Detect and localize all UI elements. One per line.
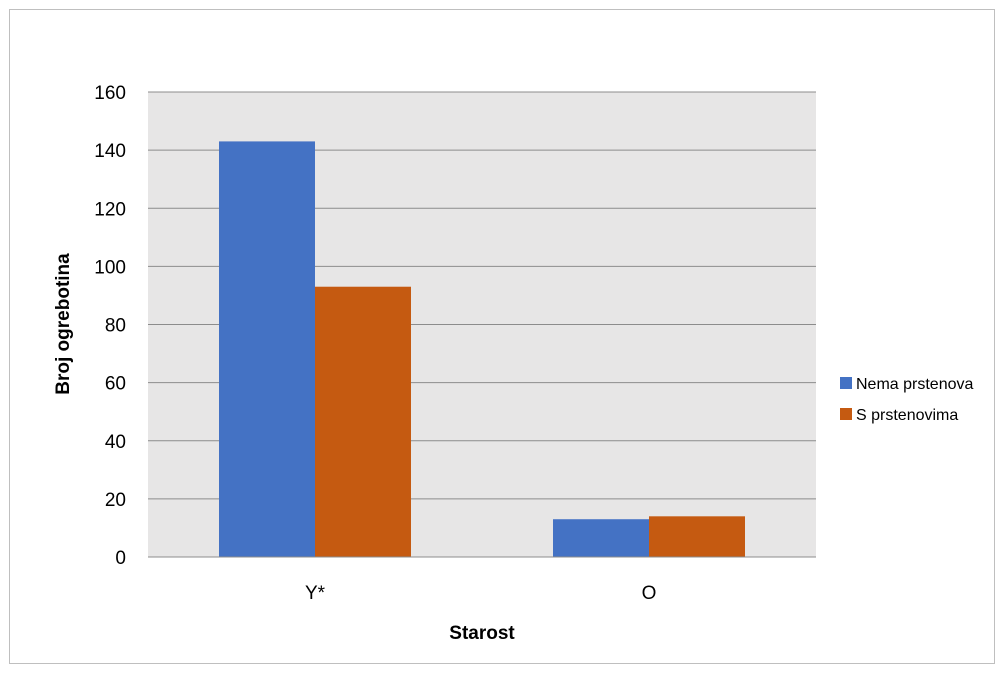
y-tick-label: 140 — [94, 141, 126, 162]
y-tick-label: 60 — [105, 374, 126, 395]
y-tick-label: 20 — [105, 490, 126, 511]
legend-swatch — [840, 377, 852, 389]
x-tick-label: O — [642, 583, 657, 604]
bar-0-1 — [553, 519, 649, 557]
legend-label: S prstenovima — [856, 407, 958, 424]
y-tick-label: 0 — [115, 548, 126, 569]
x-tick-label: Y* — [305, 583, 326, 604]
y-tick-label: 40 — [105, 432, 126, 453]
legend: Nema prstenova S prstenovima — [840, 376, 973, 424]
y-tick-label: 100 — [94, 257, 126, 278]
y-axis-title: Broj ogrebotina — [53, 253, 74, 395]
y-tick-label: 160 — [94, 83, 126, 104]
y-tick-labels: 0 20 40 60 80 100 120 140 160 — [94, 83, 126, 569]
bars — [219, 141, 745, 557]
x-tick-labels: Y* O — [305, 583, 656, 604]
y-tick-label: 80 — [105, 316, 126, 337]
bar-1-1 — [649, 516, 745, 557]
bar-1-0 — [315, 286, 411, 557]
legend-swatch — [840, 408, 852, 420]
y-tick-label: 120 — [94, 199, 126, 220]
x-axis-title: Starost — [449, 623, 515, 644]
bar-0-0 — [219, 141, 315, 557]
legend-label: Nema prstenova — [856, 376, 973, 393]
